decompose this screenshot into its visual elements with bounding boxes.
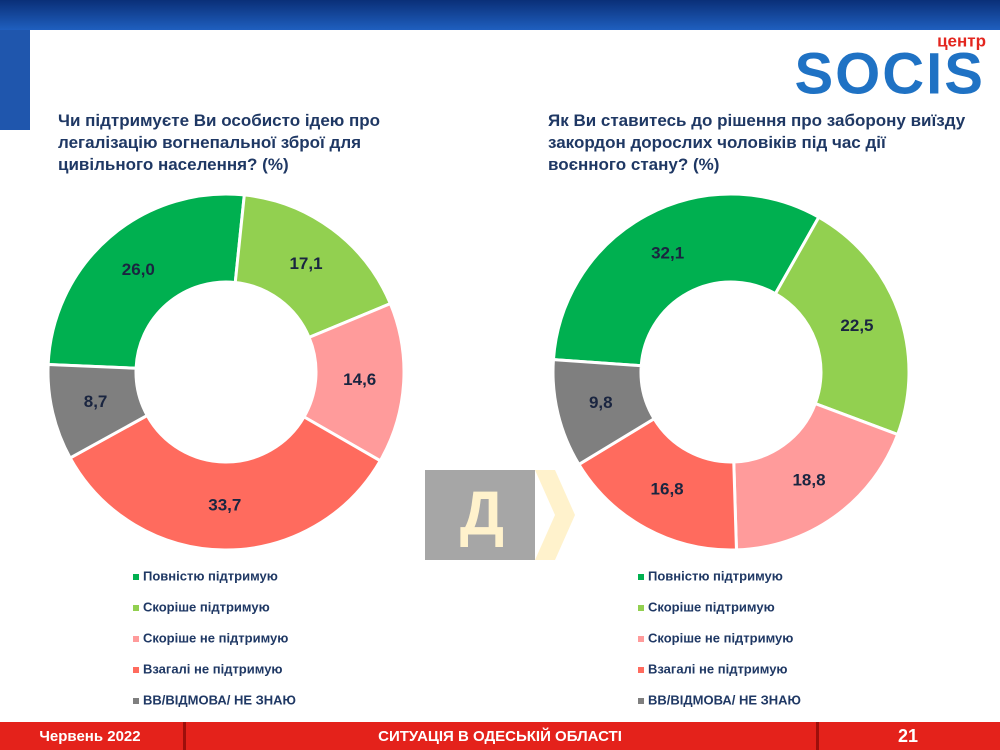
legend-swatch — [638, 636, 644, 642]
legend-label: Взагалі не підтримую — [143, 661, 283, 676]
badge-letter: Д — [460, 479, 504, 548]
chart-title: Чи підтримуєте Ви особисто ідею про лега… — [58, 111, 381, 174]
legend-swatch — [638, 605, 644, 611]
side-bar — [0, 30, 30, 130]
footer-separator — [816, 722, 819, 750]
legend-label: Скоріше не підтримую — [143, 630, 288, 645]
data-label: 18,8 — [792, 470, 825, 489]
legend-label: Взагалі не підтримую — [648, 661, 788, 676]
legend-swatch — [133, 667, 139, 673]
legend-label: Скоріше підтримую — [648, 599, 775, 614]
data-label: 22,5 — [840, 316, 873, 335]
data-label: 32,1 — [651, 243, 684, 262]
page-number: 21 — [898, 726, 918, 746]
donut-segment — [773, 215, 911, 437]
donut-segment — [732, 401, 900, 552]
logo: SOCIS — [795, 41, 986, 106]
badge-chevron — [535, 470, 575, 560]
data-label: 26,0 — [122, 260, 155, 279]
legend-label: Скоріше підтримую — [143, 599, 270, 614]
data-label: 33,7 — [208, 495, 241, 514]
legend-swatch — [133, 636, 139, 642]
donut-segment — [46, 362, 150, 461]
data-label: 16,8 — [651, 479, 684, 498]
legend-swatch — [133, 574, 139, 580]
legend-swatch — [638, 667, 644, 673]
legend-swatch — [638, 698, 644, 704]
footer-bar — [0, 722, 1000, 750]
donut-segment — [551, 192, 821, 368]
footer-date: Червень 2022 — [39, 728, 140, 745]
donut-segment — [46, 192, 246, 370]
footer-separator — [183, 722, 186, 750]
donut-segment — [233, 193, 393, 340]
legend-label: ВВ/ВІДМОВА/ НЕ ЗНАЮ — [143, 692, 296, 707]
badge-box — [425, 470, 535, 560]
legend-label: ВВ/ВІДМОВА/ НЕ ЗНАЮ — [648, 692, 801, 707]
legend-label: Повністю підтримую — [143, 568, 278, 583]
data-label: 17,1 — [289, 254, 322, 273]
chart-title: Як Ви ставитесь до рішення про заборону … — [548, 111, 966, 174]
legend-swatch — [133, 605, 139, 611]
legend-label: Скоріше не підтримую — [648, 630, 793, 645]
data-label: 8,7 — [84, 392, 108, 411]
data-label: 9,8 — [589, 393, 613, 412]
logo-small: центр — [937, 31, 986, 50]
donut-segment — [551, 357, 657, 467]
footer-title: СИТУАЦІЯ В ОДЕСЬКІЙ ОБЛАСТІ — [378, 727, 622, 745]
legend-swatch — [133, 698, 139, 704]
legend-label: Повністю підтримую — [648, 568, 783, 583]
data-label: 14,6 — [343, 370, 376, 389]
legend-swatch — [638, 574, 644, 580]
header-band — [0, 0, 1000, 30]
donut-segment — [68, 413, 383, 552]
